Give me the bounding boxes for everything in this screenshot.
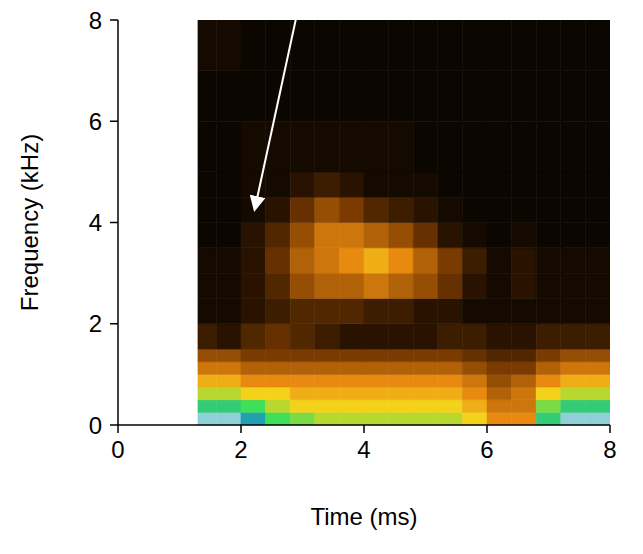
svg-text:0: 0 — [111, 436, 124, 463]
svg-text:2: 2 — [89, 310, 102, 337]
svg-text:Time (ms): Time (ms) — [310, 503, 417, 530]
svg-text:4: 4 — [357, 436, 370, 463]
svg-text:6: 6 — [89, 108, 102, 135]
svg-text:2: 2 — [234, 436, 247, 463]
svg-text:Frequency (kHz): Frequency (kHz) — [16, 134, 43, 311]
svg-text:6: 6 — [480, 436, 493, 463]
svg-text:4: 4 — [89, 209, 102, 236]
svg-text:8: 8 — [603, 436, 616, 463]
svg-text:0: 0 — [89, 412, 102, 439]
svg-text:8: 8 — [89, 7, 102, 34]
